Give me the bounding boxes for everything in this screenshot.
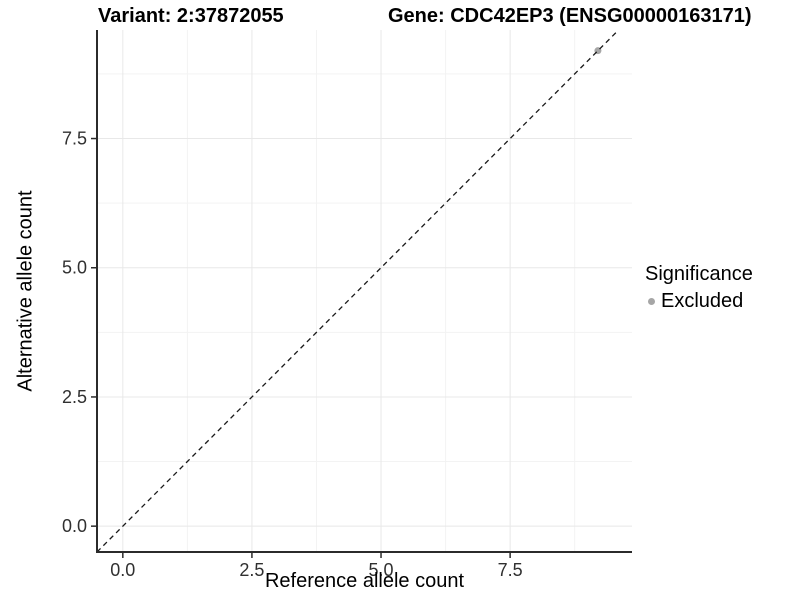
legend-title: Significance bbox=[645, 263, 753, 285]
x-axis-title: Reference allele count bbox=[264, 570, 464, 592]
legend: Significance Excluded bbox=[645, 262, 753, 313]
y-axis-title: Alternative allele count bbox=[14, 190, 37, 392]
legend-item-label: Excluded bbox=[661, 290, 744, 312]
plot-title-variant: Variant: 2:37872055 bbox=[98, 5, 284, 27]
x-tick-label: 0.0 bbox=[110, 560, 135, 580]
y-tick-label: 0.0 bbox=[62, 516, 87, 536]
identity-reference-line bbox=[96, 29, 620, 553]
excluded-point-icon bbox=[648, 297, 655, 305]
y-tick-label: 2.5 bbox=[62, 387, 87, 407]
y-tick-label: 7.5 bbox=[62, 129, 87, 149]
x-tick-label: 5.0 bbox=[369, 560, 394, 580]
plot-title-gene: Gene: CDC42EP3 (ENSG00000163171) bbox=[388, 5, 752, 27]
x-tick-label: 7.5 bbox=[498, 560, 523, 580]
legend-item-excluded: Excluded bbox=[645, 289, 753, 313]
y-tick-label: 5.0 bbox=[62, 258, 87, 278]
x-tick-label: 2.5 bbox=[239, 560, 264, 580]
